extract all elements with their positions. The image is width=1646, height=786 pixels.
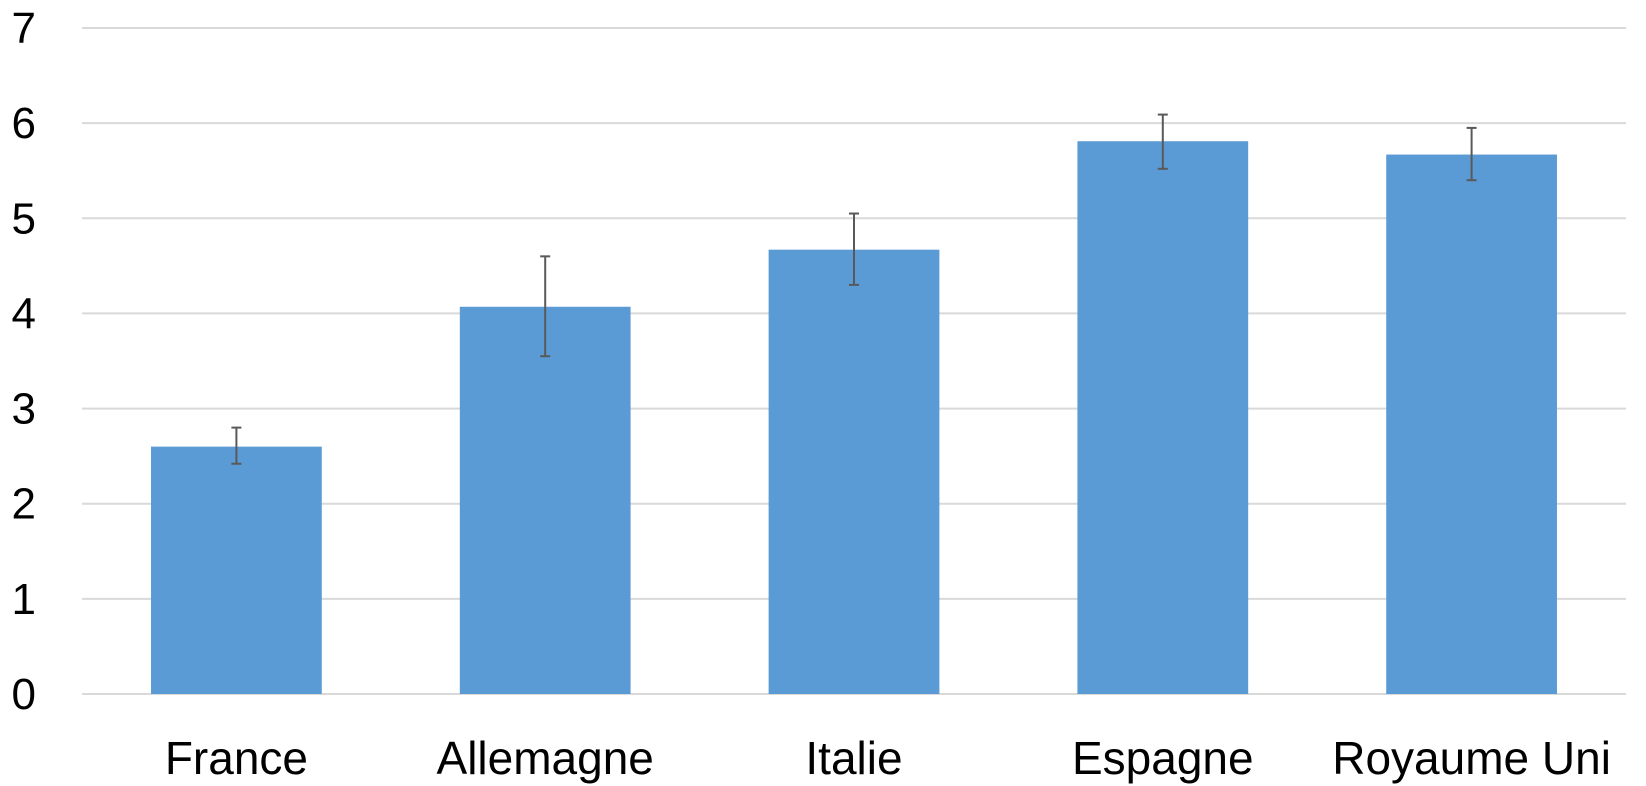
y-tick-label: 1 bbox=[12, 575, 36, 624]
bar-france bbox=[151, 446, 322, 694]
x-category-label: Allemagne bbox=[437, 732, 654, 784]
bar-allemagne bbox=[459, 306, 631, 694]
x-category-label: France bbox=[165, 732, 308, 784]
error-bars bbox=[231, 113, 1477, 465]
y-tick-label: 4 bbox=[12, 289, 36, 338]
y-axis-tick-labels: 0 1 2 3 4 5 6 7 bbox=[12, 4, 36, 719]
error-bar bbox=[849, 212, 859, 286]
bar-espagne bbox=[1077, 141, 1249, 695]
x-category-label: Royaume Uni bbox=[1332, 732, 1611, 784]
error-bar bbox=[231, 426, 242, 465]
error-bar bbox=[1157, 113, 1168, 170]
y-tick-label: 3 bbox=[12, 385, 36, 434]
bars bbox=[151, 141, 1557, 695]
y-tick-label: 6 bbox=[12, 99, 36, 148]
bar-royaume-uni bbox=[1386, 154, 1557, 695]
x-category-label: Italie bbox=[805, 732, 902, 784]
x-category-label: Espagne bbox=[1072, 732, 1254, 784]
y-tick-label: 7 bbox=[12, 4, 36, 53]
bar-italie bbox=[768, 249, 940, 694]
x-axis-category-labels: France Allemagne Italie Espagne Royaume Uni bbox=[165, 732, 1611, 784]
y-tick-label: 0 bbox=[12, 670, 36, 719]
y-tick-label: 5 bbox=[12, 194, 36, 243]
error-bar bbox=[1466, 126, 1477, 182]
y-tick-label: 2 bbox=[12, 480, 36, 529]
error-bar bbox=[540, 255, 551, 358]
